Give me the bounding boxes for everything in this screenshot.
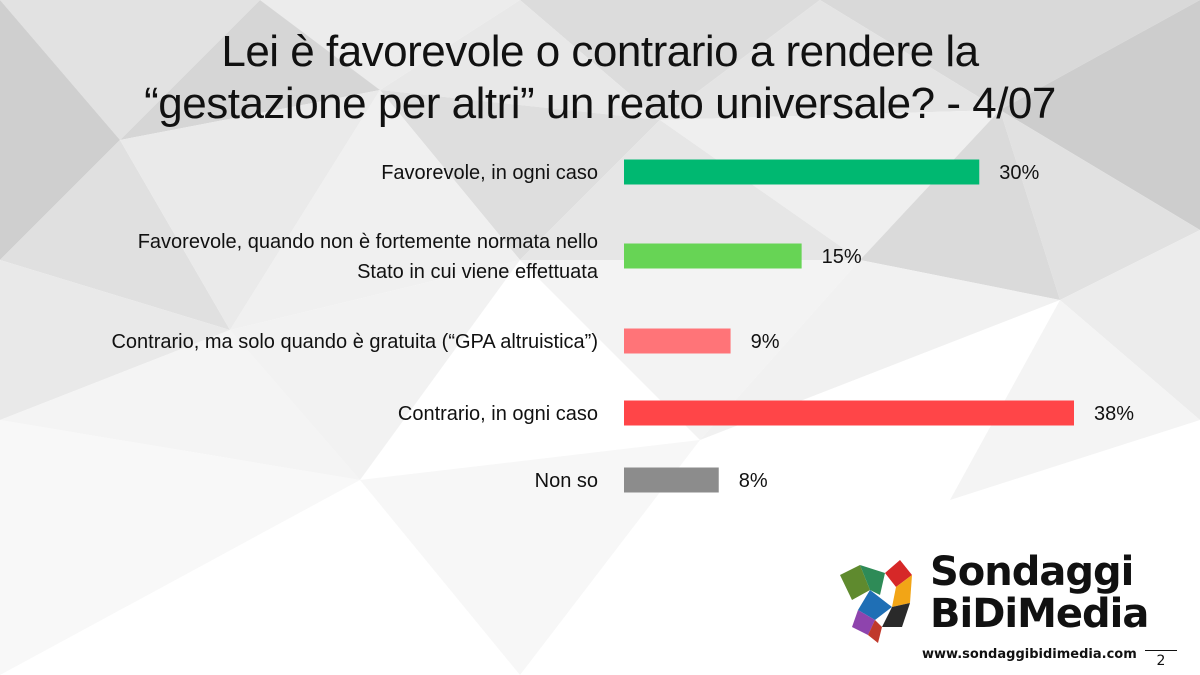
logo-url: www.sondaggibidimedia.com	[922, 647, 1137, 662]
category-label-1: Favorevole, in ogni caso	[381, 162, 598, 184]
bar-4	[624, 400, 1074, 426]
title-line-1: Lei è favorevole o contrario a rendere l…	[221, 27, 979, 76]
value-label-1: 30%	[999, 162, 1039, 184]
bar-3	[624, 328, 731, 354]
category-label-5: Non so	[535, 470, 598, 492]
page-number: 2	[1145, 650, 1177, 669]
bar-5	[624, 467, 719, 493]
logo-wordmark: Sondaggi BiDiMedia	[930, 549, 1149, 637]
title-line-2: “gestazione per altri” un reato universa…	[144, 79, 1056, 128]
value-label-2: 15%	[822, 246, 862, 268]
slide-title: Lei è favorevole o contrario a rendere l…	[0, 26, 1200, 130]
category-label-3: Contrario, ma solo quando è gratuita (“G…	[111, 331, 598, 353]
logo-line-2: BiDiMedia	[930, 591, 1149, 637]
category-label-4: Contrario, in ogni caso	[398, 403, 598, 425]
logo-line-1: Sondaggi	[930, 549, 1134, 595]
category-label-2-line-1: Favorevole, quando non è fortemente norm…	[138, 231, 598, 253]
value-label-3: 9%	[751, 331, 780, 353]
bar-1	[624, 159, 980, 185]
rooster-icon	[840, 560, 912, 643]
value-label-4: 38%	[1094, 403, 1134, 425]
value-label-5: 8%	[739, 470, 768, 492]
bar-2	[624, 243, 802, 269]
logo: Sondaggi BiDiMedia www.sondaggibidimedia…	[830, 551, 1190, 670]
category-label-2-line-2: Stato in cui viene effettuata	[357, 261, 599, 283]
